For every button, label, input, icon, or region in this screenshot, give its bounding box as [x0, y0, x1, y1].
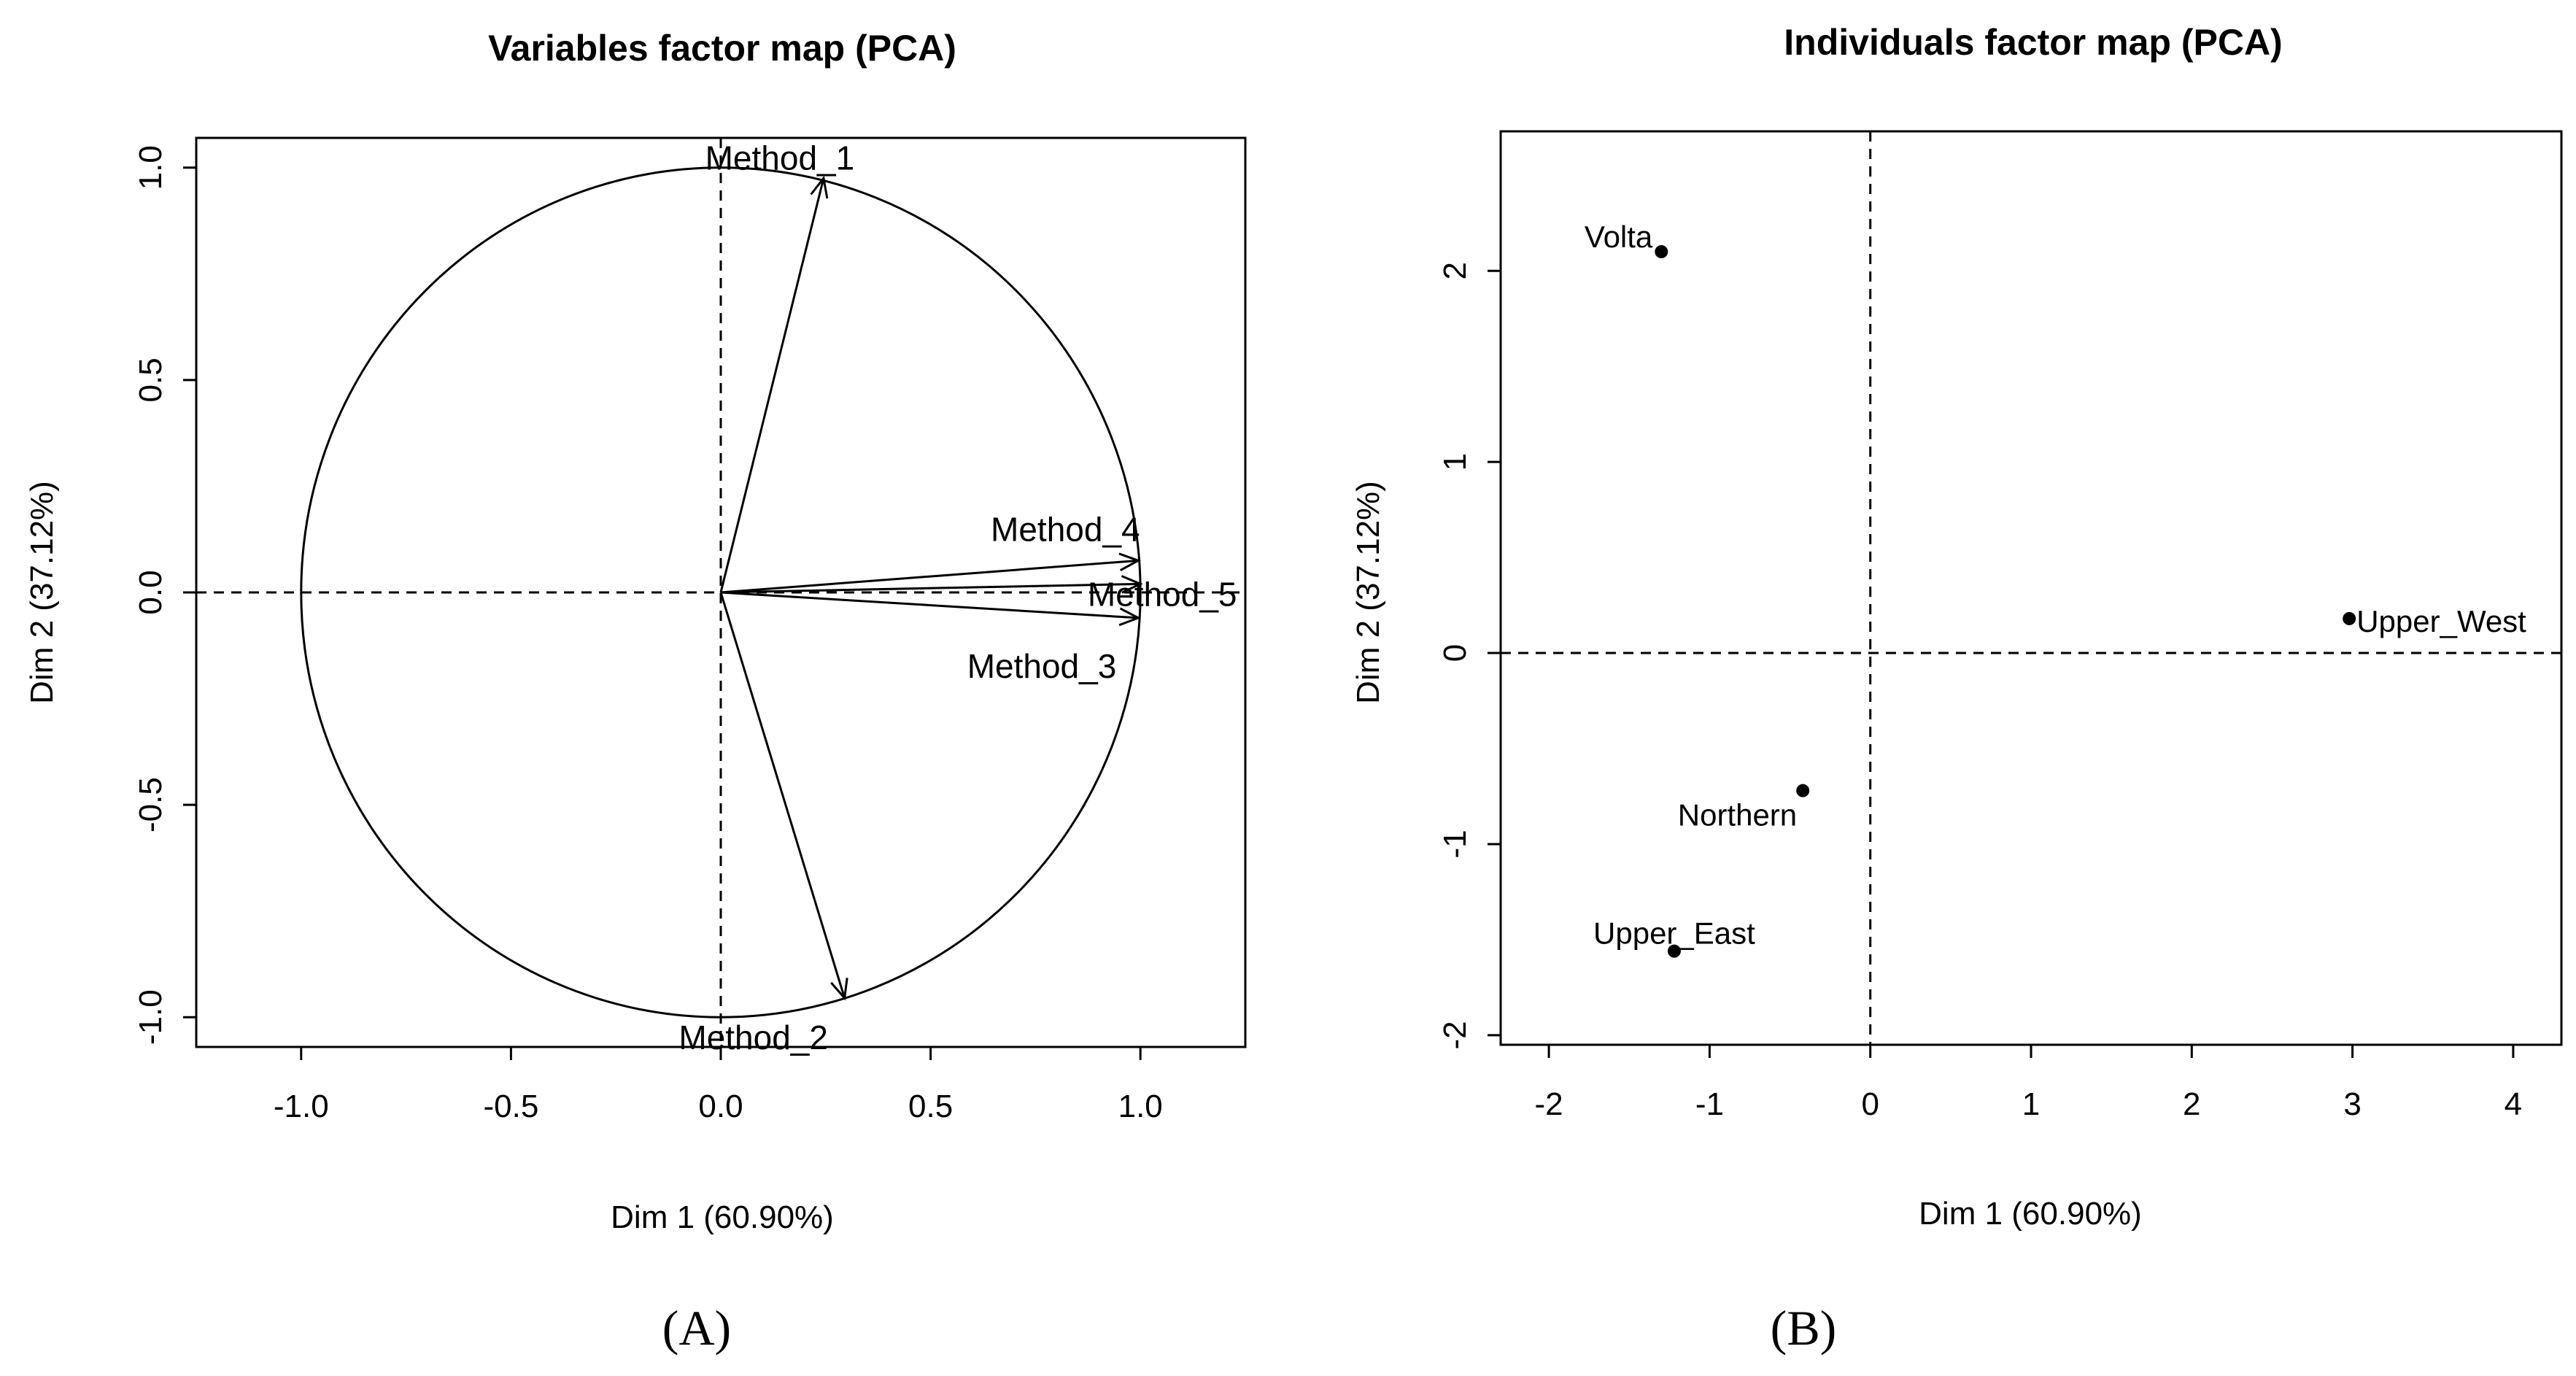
unit-circle [300, 166, 1142, 1019]
chart-title-individuals: Individuals factor map (PCA) [1784, 22, 2282, 63]
x-tick-label: -2 [1535, 1086, 1563, 1122]
individual-northern: Northern [1678, 784, 1810, 832]
data-point [1667, 944, 1681, 958]
x-tick-label: -0.5 [483, 1089, 538, 1124]
variable-arrow-method-4: Method_4 [720, 510, 1141, 594]
y-axis-ticks-individuals: -2 -1 0 1 2 [1437, 262, 1501, 1049]
x-tick-label: -1 [1695, 1086, 1724, 1122]
panel-label-a: (A) [662, 1300, 731, 1356]
arrow-shaft [720, 591, 1139, 619]
arrow-shaft [719, 592, 846, 999]
plot-frame-individuals [1499, 130, 2563, 1046]
y-axis-ticks-variables: -1.0 -0.5 0.0 0.5 1.0 [133, 145, 196, 1045]
data-point [1655, 245, 1668, 259]
x-tick-label: 0.5 [908, 1089, 953, 1124]
panel-label-b: (B) [1771, 1300, 1837, 1356]
chart-title-variables: Variables factor map (PCA) [488, 28, 956, 69]
arrow-head [1121, 575, 1143, 594]
x-tick-label: 1 [2022, 1086, 2040, 1122]
data-point [1796, 784, 1810, 797]
correlation-circle [300, 166, 1142, 1019]
individual-points: Volta Upper_West Northern Upper_East [1585, 220, 2526, 958]
x-axis-label-individuals: Dim 1 (60.90%) [1919, 1196, 2142, 1232]
individuals-factor-map-panel: Individuals factor map (PCA) Volta Upper_… [1350, 22, 2563, 1356]
y-tick-label: 2 [1437, 262, 1473, 279]
individual-upper-east: Upper_East [1593, 916, 1755, 958]
y-tick-label: -1.0 [133, 989, 169, 1045]
variable-arrow-method-5: Method_5 [720, 575, 1237, 613]
x-tick-label: 2 [2183, 1086, 2200, 1122]
x-tick-label: 0.0 [698, 1089, 743, 1124]
y-tick-label: 1 [1437, 453, 1473, 471]
reference-lines-variables [196, 138, 1245, 1047]
variable-label: Method_2 [678, 1019, 828, 1056]
y-tick-label: 0 [1437, 644, 1473, 662]
arrow-head [830, 978, 848, 1001]
variable-label: Method_1 [705, 139, 855, 177]
arrow-shaft [720, 559, 1139, 594]
arrow-head [810, 175, 829, 199]
data-point [2343, 611, 2356, 625]
x-tick-label: 3 [2343, 1086, 2361, 1122]
x-tick-label: -1.0 [274, 1089, 329, 1124]
x-tick-label: 0 [1861, 1086, 1879, 1122]
variable-arrows: Method_1 Method_2 Method_3 Method_4 Method_5 [678, 139, 1237, 1056]
individual-upper-west: Upper_West [2343, 604, 2526, 638]
point-label: Northern [1678, 798, 1797, 832]
arrow-head [1118, 552, 1141, 571]
x-tick-label: 1.0 [1118, 1089, 1163, 1124]
point-label: Upper_West [2356, 604, 2526, 638]
y-tick-label: 0.0 [133, 570, 169, 614]
x-axis-ticks-variables: -1.0 -0.5 0.0 0.5 1.0 [274, 1047, 1163, 1124]
y-tick-label: -0.5 [133, 777, 169, 832]
point-label: Volta [1585, 220, 1653, 254]
variable-label: Method_4 [991, 510, 1140, 548]
variable-label: Method_3 [967, 647, 1117, 685]
variable-arrow-method-1: Method_1 [705, 139, 855, 593]
y-tick-label: -1 [1437, 830, 1473, 858]
variable-label: Method_5 [1088, 575, 1237, 613]
x-axis-label-variables: Dim 1 (60.90%) [611, 1199, 834, 1235]
y-axis-label-variables: Dim 2 (37.12%) [24, 481, 60, 704]
y-tick-label: 1.0 [133, 145, 169, 190]
variable-arrow-method-2: Method_2 [678, 592, 848, 1056]
arrow-shaft [720, 582, 1141, 594]
y-tick-label: 0.5 [133, 357, 169, 402]
y-tick-label: -2 [1437, 1021, 1473, 1049]
individual-volta: Volta [1585, 220, 1668, 259]
variables-factor-map-panel: Variables factor map (PCA) Method_1Metho… [24, 28, 1247, 1356]
point-label: Upper_East [1593, 916, 1755, 951]
x-axis-ticks-individuals: -2 -1 0 1 2 3 4 [1535, 1045, 2522, 1122]
arrow-shaft [719, 177, 825, 593]
x-tick-label: 4 [2505, 1086, 2522, 1122]
reference-lines-individuals [1501, 131, 2561, 1045]
variable-arrow-method-3: Method_3 [720, 591, 1141, 685]
arrow-head [1118, 607, 1141, 627]
y-axis-label-individuals: Dim 2 (37.12%) [1350, 481, 1386, 704]
